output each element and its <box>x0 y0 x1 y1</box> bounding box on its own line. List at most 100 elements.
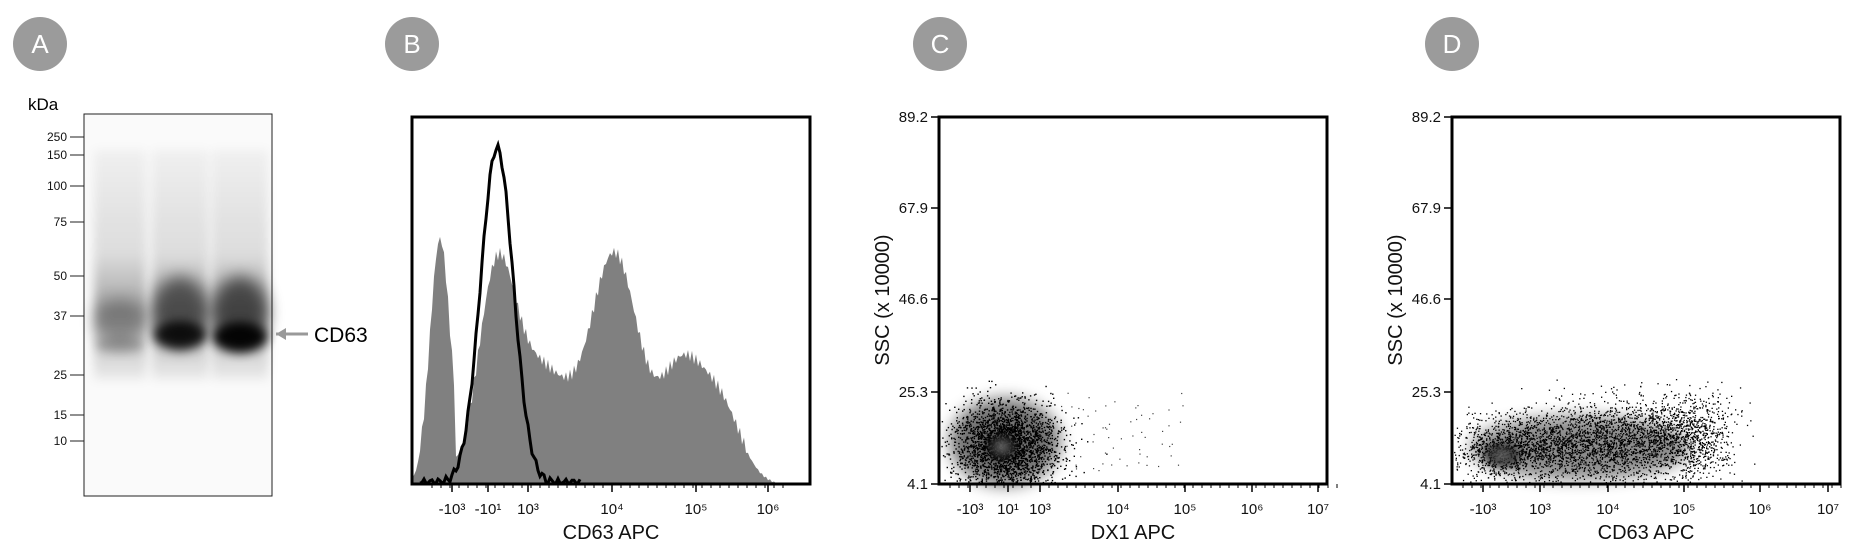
scatter-c-event <box>964 430 965 431</box>
scatter-c-event <box>978 436 979 437</box>
scatter-c-event <box>1041 405 1042 406</box>
scatter-d-event <box>1561 466 1562 467</box>
scatter-c-event <box>987 416 988 417</box>
scatter-c-event <box>988 414 989 415</box>
scatter-d-event <box>1639 410 1640 411</box>
scatter-d-event <box>1712 411 1713 412</box>
scatter-d-event <box>1578 404 1579 405</box>
scatter-c-event <box>1026 425 1027 426</box>
scatter-c-event <box>1010 409 1011 410</box>
scatter-d-event <box>1598 413 1599 414</box>
scatter-c-event <box>993 417 994 418</box>
scatter-d-event <box>1680 451 1681 452</box>
scatter-c-event <box>980 456 981 457</box>
scatter-c-event <box>1011 397 1012 398</box>
scatter-c-event <box>1004 411 1005 412</box>
scatter-c-event <box>1009 463 1010 464</box>
scatter-d-event <box>1539 480 1540 481</box>
scatter-d-event <box>1594 403 1595 404</box>
scatter-c-event <box>962 424 963 425</box>
scatter-d-event <box>1716 449 1717 450</box>
scatter-d-event <box>1656 421 1657 422</box>
scatter-c-event <box>1032 431 1033 432</box>
scatter-c-event <box>984 399 985 400</box>
scatter-d-event <box>1538 476 1539 477</box>
scatter-c-event <box>1018 397 1019 398</box>
scatter-c-event <box>1028 448 1029 449</box>
scatter-d-event <box>1524 444 1525 445</box>
scatter-c-event <box>999 413 1000 414</box>
scatter-d-event <box>1458 441 1459 442</box>
scatter-c-event <box>1041 432 1042 433</box>
scatter-c-event <box>1031 450 1032 451</box>
scatter-d-event <box>1660 466 1661 467</box>
scatter-c-event <box>1041 466 1042 467</box>
scatter-d-event <box>1476 443 1477 444</box>
scatter-c-event <box>1060 431 1061 432</box>
scatter-c-event <box>1055 455 1056 456</box>
scatter-c-event <box>974 446 975 447</box>
scatter-d-event <box>1640 416 1641 417</box>
scatter-c-event <box>978 403 979 404</box>
scatter-d-event <box>1605 446 1606 447</box>
scatter-d-event <box>1513 473 1514 474</box>
scatter-c-event <box>1039 454 1040 455</box>
scatter-d-event <box>1689 468 1690 469</box>
scatter-c-event <box>1010 479 1011 480</box>
scatter-c-event <box>1047 440 1048 441</box>
scatter-c-event <box>1036 459 1037 460</box>
scatter-d-event <box>1721 382 1722 383</box>
scatter-c-event <box>1066 435 1067 436</box>
scatter-c-event <box>1048 419 1049 420</box>
scatter-d-event <box>1607 415 1608 416</box>
scatter-d-event <box>1476 428 1477 429</box>
scatter-d-event <box>1562 407 1563 408</box>
scatter-d-event <box>1580 461 1581 462</box>
scatter-c-event <box>1046 446 1047 447</box>
scatter-d-event <box>1582 448 1583 449</box>
scatter-d-event <box>1712 393 1713 394</box>
scatter-d-event <box>1526 427 1527 428</box>
scatter-d-event <box>1548 423 1549 424</box>
scatter-d-event <box>1472 455 1473 456</box>
scatter-d-event <box>1530 420 1531 421</box>
scatter-d-event <box>1561 464 1562 465</box>
scatter-d-event <box>1476 480 1477 481</box>
scatter-c-event <box>983 418 984 419</box>
scatter-d-event <box>1712 461 1713 462</box>
scatter-d-event <box>1555 468 1556 469</box>
scatter-c-event <box>1038 461 1039 462</box>
scatter-c-event <box>1018 425 1019 426</box>
scatter-d-event <box>1672 407 1673 408</box>
scatter-d-event <box>1579 398 1580 399</box>
scatter-c-event <box>964 433 965 434</box>
scatter-c-event <box>1001 397 1002 398</box>
scatter-c-event <box>950 477 951 478</box>
scatter-c-event <box>987 391 988 392</box>
scatter-d-event <box>1726 452 1727 453</box>
scatter-d-event <box>1629 461 1630 462</box>
scatter-c-event <box>1065 477 1066 478</box>
scatter-c-event <box>1034 441 1035 442</box>
scatter-c-event <box>1027 459 1028 460</box>
scatter-d-event <box>1592 445 1593 446</box>
scatter-c-event <box>1046 412 1047 413</box>
scatter-c-event <box>1036 452 1037 453</box>
scatter-c-event <box>1036 450 1037 451</box>
scatter-c-event <box>1044 453 1045 454</box>
scatter-c-event <box>994 469 995 470</box>
scatter-d-event <box>1603 441 1604 442</box>
scatter-d-event <box>1473 437 1474 438</box>
scatter-c-event <box>980 444 981 445</box>
scatter-d-event <box>1613 455 1614 456</box>
lane-1-band-lower <box>96 337 144 353</box>
scatter-c-event <box>1093 434 1094 435</box>
scatter-c-event <box>1060 466 1061 467</box>
scatter-c-event <box>981 437 982 438</box>
scatter-c-event <box>1018 432 1019 433</box>
scatter-c-event <box>974 436 975 437</box>
scatter-d-event <box>1530 440 1531 441</box>
scatter-c-event <box>1007 401 1008 402</box>
scatter-c-event <box>959 451 960 452</box>
scatter-d-event <box>1593 393 1594 394</box>
